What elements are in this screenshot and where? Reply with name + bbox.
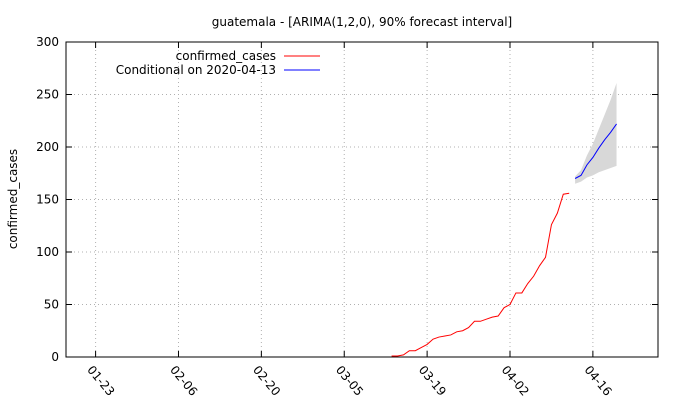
series-line-forecast (574, 123, 617, 179)
y-tick-label: 100 (36, 245, 59, 259)
legend-label: Conditional on 2020-04-13 (116, 63, 276, 77)
chart-title: guatemala - [ARIMA(1,2,0), 90% forecast … (212, 15, 512, 29)
y-tick-label: 50 (44, 298, 59, 312)
y-tick-label: 250 (36, 88, 59, 102)
x-tick-label: 03-19 (416, 363, 449, 399)
x-tick-label: 01-23 (84, 363, 117, 399)
forecast-interval-area (575, 82, 617, 184)
y-tick-label: 150 (36, 193, 59, 207)
grid-lines (66, 42, 658, 357)
x-tick-label: 02-06 (167, 363, 200, 399)
x-tick-label: 02-20 (250, 363, 283, 399)
y-axis-ticks: 0 50 100 150 200 250 300 (36, 35, 658, 364)
x-tick-label: 04-02 (499, 363, 532, 399)
legend-label: confirmed_cases (176, 49, 276, 63)
x-tick-label: 03-05 (333, 363, 366, 399)
series-lines (391, 123, 617, 357)
forecast-interval-band (575, 82, 617, 184)
x-tick-label: 04-16 (582, 363, 615, 399)
y-tick-label: 200 (36, 140, 59, 154)
y-tick-label: 300 (36, 35, 59, 49)
series-line-confirmed-cases (391, 192, 570, 357)
x-axis-ticks: 01-23 02-06 02-20 03-05 03-19 04-02 04-16 (84, 42, 615, 399)
y-tick-label: 0 (51, 350, 59, 364)
y-axis-label: confirmed_cases (6, 149, 20, 249)
